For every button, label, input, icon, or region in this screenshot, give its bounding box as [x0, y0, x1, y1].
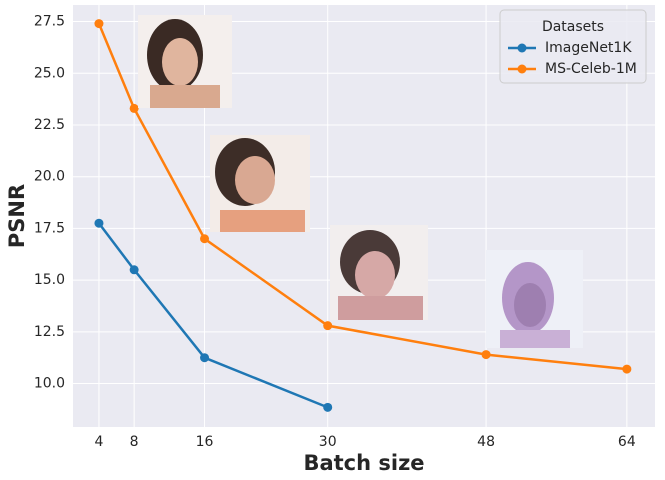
- sample-image: [486, 250, 583, 348]
- x-tick-label: 4: [94, 434, 103, 450]
- y-tick-label: 15.0: [34, 272, 65, 288]
- series-layer: [94, 19, 632, 412]
- series-line: [97, 222, 329, 409]
- y-tick-label: 22.5: [34, 117, 65, 133]
- y-axis-label: PSNR: [5, 184, 29, 248]
- data-point: [129, 103, 139, 113]
- x-tick-label: 48: [477, 434, 495, 450]
- legend-items: ImageNet1K MS-Celeb-1M: [508, 40, 637, 77]
- y-tick-label: 17.5: [34, 220, 65, 236]
- sample-images: [138, 15, 583, 348]
- x-tick-label: 64: [618, 434, 636, 450]
- legend-marker: [517, 64, 527, 74]
- legend-box: [499, 9, 647, 84]
- sample-image: [138, 15, 232, 108]
- data-point: [200, 353, 210, 363]
- data-point: [481, 350, 491, 360]
- x-tick-label: 30: [319, 434, 337, 450]
- y-tick-label: 20.0: [34, 169, 65, 185]
- data-point: [323, 321, 333, 331]
- legend-title: Datasets: [542, 19, 604, 35]
- legend: Datasets ImageNet1K MS-Celeb-1M: [499, 9, 647, 84]
- legend-marker: [517, 43, 527, 53]
- data-point: [622, 364, 632, 374]
- sample-image: [330, 225, 428, 320]
- data-point: [200, 234, 210, 244]
- x-tick-label: 16: [196, 434, 214, 450]
- data-point: [323, 402, 333, 412]
- y-tick-label: 10.0: [34, 376, 65, 392]
- x-axis-label: Batch size: [303, 451, 424, 475]
- legend-label: MS-Celeb-1M: [545, 61, 637, 77]
- data-point: [129, 265, 139, 275]
- x-tick-label: 8: [130, 434, 139, 450]
- sample-image: [210, 135, 310, 232]
- series-line: [97, 23, 627, 371]
- data-point: [94, 19, 104, 29]
- y-tick-label: 25.0: [34, 65, 65, 81]
- y-tick-label: 12.5: [34, 324, 65, 340]
- data-point: [94, 218, 104, 228]
- y-tick-label: 27.5: [34, 14, 65, 30]
- legend-label: ImageNet1K: [545, 40, 632, 56]
